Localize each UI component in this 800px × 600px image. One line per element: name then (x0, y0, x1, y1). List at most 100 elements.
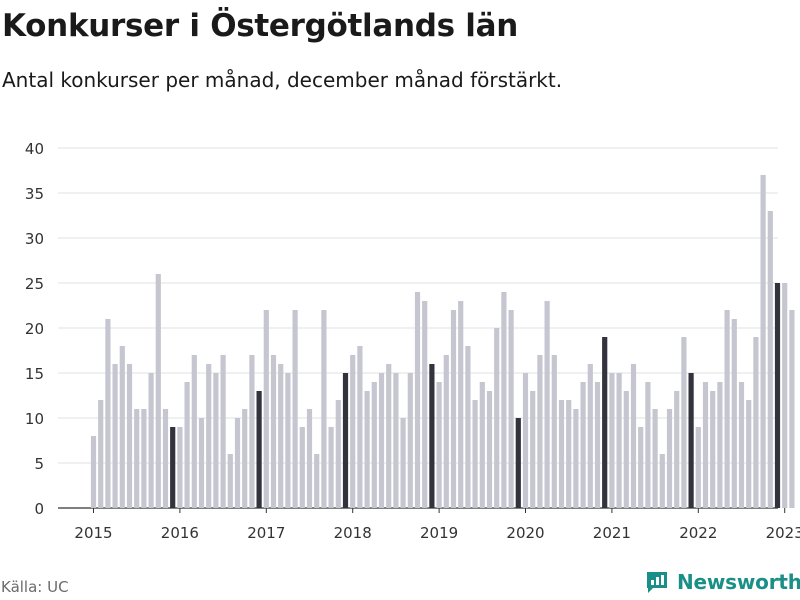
y-tick-label: 15 (25, 365, 44, 383)
bar (386, 364, 392, 508)
bar (335, 400, 341, 508)
bar (119, 346, 125, 508)
bar (738, 382, 745, 508)
bar (767, 211, 773, 508)
bar (177, 427, 183, 508)
bar (566, 400, 572, 508)
bar (227, 454, 233, 508)
bar-december (342, 373, 349, 508)
bar (314, 454, 320, 508)
bar (609, 373, 615, 508)
bar (206, 364, 212, 508)
bar (450, 310, 457, 508)
bar (198, 418, 205, 508)
bar (371, 382, 377, 508)
bar (285, 373, 291, 508)
bar (623, 391, 629, 508)
bar (162, 409, 169, 508)
bar (558, 400, 565, 508)
bar (184, 382, 190, 508)
bar (414, 292, 421, 508)
bar (263, 310, 269, 508)
newsworthy-logo-icon (647, 572, 667, 593)
source-label: Källa: UC (1, 578, 69, 596)
x-tick-label: 2022 (679, 524, 717, 542)
bar-december (515, 418, 521, 508)
bar (544, 301, 550, 508)
bar (702, 382, 709, 508)
bar (782, 283, 788, 508)
bar (292, 310, 298, 508)
bar (299, 427, 305, 508)
bar (580, 382, 586, 508)
bar (465, 346, 471, 508)
bar (530, 391, 536, 508)
x-tick-label: 2019 (420, 524, 458, 542)
bar-december (170, 427, 176, 508)
bar-december (688, 373, 694, 508)
bar (638, 427, 644, 508)
bar (270, 355, 277, 508)
y-tick-label: 10 (25, 410, 44, 428)
y-tick-label: 25 (25, 275, 44, 293)
bar (695, 427, 701, 508)
bar (126, 364, 133, 508)
bar (90, 436, 97, 508)
y-tick-label: 20 (25, 320, 44, 338)
bar (378, 373, 385, 508)
bar (789, 310, 795, 508)
bar (717, 382, 723, 508)
bar (400, 418, 406, 508)
bar (630, 364, 637, 508)
chart-subtitle: Antal konkurser per månad, december måna… (2, 68, 563, 92)
bar (494, 328, 500, 508)
bar-december (774, 283, 781, 508)
x-tick-label: 2017 (247, 524, 285, 542)
bar (587, 364, 593, 508)
bar (306, 409, 313, 508)
bar (674, 391, 680, 508)
bar (616, 373, 622, 508)
bar (155, 274, 161, 508)
bar (731, 319, 737, 508)
bar (134, 409, 140, 508)
bar (666, 409, 673, 508)
bar (746, 400, 752, 508)
x-tick-label: 2020 (506, 524, 544, 542)
bar (242, 409, 248, 508)
y-tick-label: 35 (25, 185, 44, 203)
y-tick-label: 40 (25, 140, 44, 158)
bar (760, 175, 766, 508)
bar (753, 337, 759, 508)
bar (594, 382, 601, 508)
bar (573, 409, 579, 508)
x-tick-label: 2023 (766, 524, 800, 542)
bar (659, 454, 665, 508)
y-tick-label: 0 (34, 500, 44, 518)
bar (249, 355, 255, 508)
bar (98, 400, 104, 508)
bar (537, 355, 543, 508)
newsworthy-logo[interactable]: Newsworthy (644, 569, 800, 595)
y-tick-label: 30 (25, 230, 44, 248)
x-tick-label: 2016 (161, 524, 199, 542)
bar-december (602, 337, 608, 508)
bar (328, 427, 334, 508)
bar (234, 418, 241, 508)
bar (508, 310, 514, 508)
bar (357, 346, 363, 508)
bar (486, 391, 493, 508)
bar (645, 382, 651, 508)
bar (522, 373, 529, 508)
bar-chart: 0 5 10 15 20 25 30 35 40 2015 2016 2017 2018 2019 2020… (25, 140, 800, 542)
bar (220, 355, 226, 508)
bar (710, 391, 716, 508)
bar (112, 364, 118, 508)
x-tick-label: 2015 (74, 524, 112, 542)
bar (364, 391, 370, 508)
bar (724, 310, 730, 508)
bar-december (256, 391, 262, 508)
bar (443, 355, 449, 508)
bar (321, 310, 327, 508)
chart-title: Konkurser i Östergötlands län (2, 8, 518, 44)
